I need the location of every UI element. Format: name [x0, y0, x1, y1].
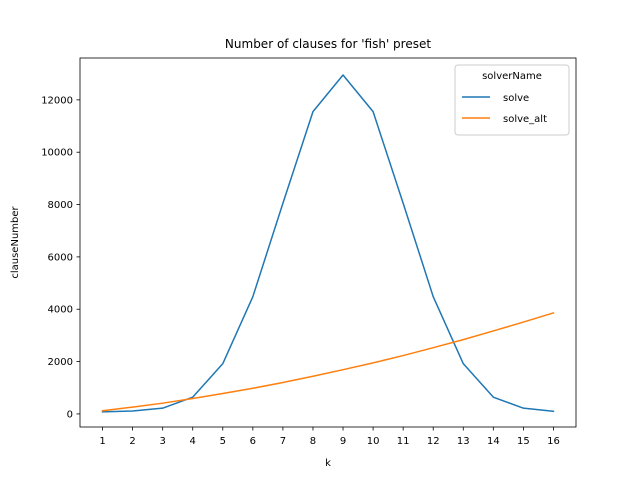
x-tick-label: 7	[280, 436, 286, 447]
y-axis-ticks: 0 2000 4000 6000 8000 10000 12000	[41, 95, 80, 420]
x-tick-label: 9	[340, 436, 346, 447]
x-axis-label: k	[325, 458, 331, 469]
x-tick-label: 15	[517, 436, 530, 447]
series-layer	[101, 74, 555, 413]
x-tick-label: 1	[99, 436, 105, 447]
x-tick-label: 8	[310, 436, 316, 447]
legend-title: solverName	[482, 71, 542, 82]
series-line-solve-alt	[101, 311, 555, 412]
x-tick-label: 6	[250, 436, 256, 447]
y-tick-label: 6000	[48, 252, 73, 263]
y-tick-label: 12000	[41, 95, 73, 106]
x-tick-label: 16	[547, 436, 560, 447]
plot-frame	[79, 57, 577, 428]
x-tick-label: 10	[367, 436, 380, 447]
x-tick-label: 12	[427, 436, 440, 447]
x-tick-label: 2	[129, 436, 135, 447]
y-tick-label: 2000	[48, 357, 73, 368]
y-tick-label: 4000	[48, 305, 73, 316]
series-line-solve	[101, 74, 555, 413]
x-tick-label: 3	[159, 436, 165, 447]
x-tick-label: 11	[397, 436, 410, 447]
chart-title: Number of clauses for 'fish' preset	[225, 37, 431, 51]
y-axis-label: clauseNumber	[10, 205, 21, 278]
x-tick-label: 5	[220, 436, 226, 447]
y-tick-label: 10000	[41, 148, 73, 159]
legend: solverName solve solve_alt	[454, 64, 570, 136]
y-tick-label: 0	[67, 409, 73, 420]
x-tick-label: 4	[190, 436, 196, 447]
legend-label-solve-alt: solve_alt	[503, 114, 547, 125]
legend-label-solve: solve	[503, 93, 529, 104]
x-tick-label: 14	[487, 436, 500, 447]
y-tick-label: 8000	[48, 200, 73, 211]
x-tick-label: 13	[457, 436, 470, 447]
x-axis-ticks: 1 2 3 4 5 6 7 8 9 10 11 12 13 14 15 16	[99, 427, 560, 447]
axes-layer	[79, 57, 577, 428]
